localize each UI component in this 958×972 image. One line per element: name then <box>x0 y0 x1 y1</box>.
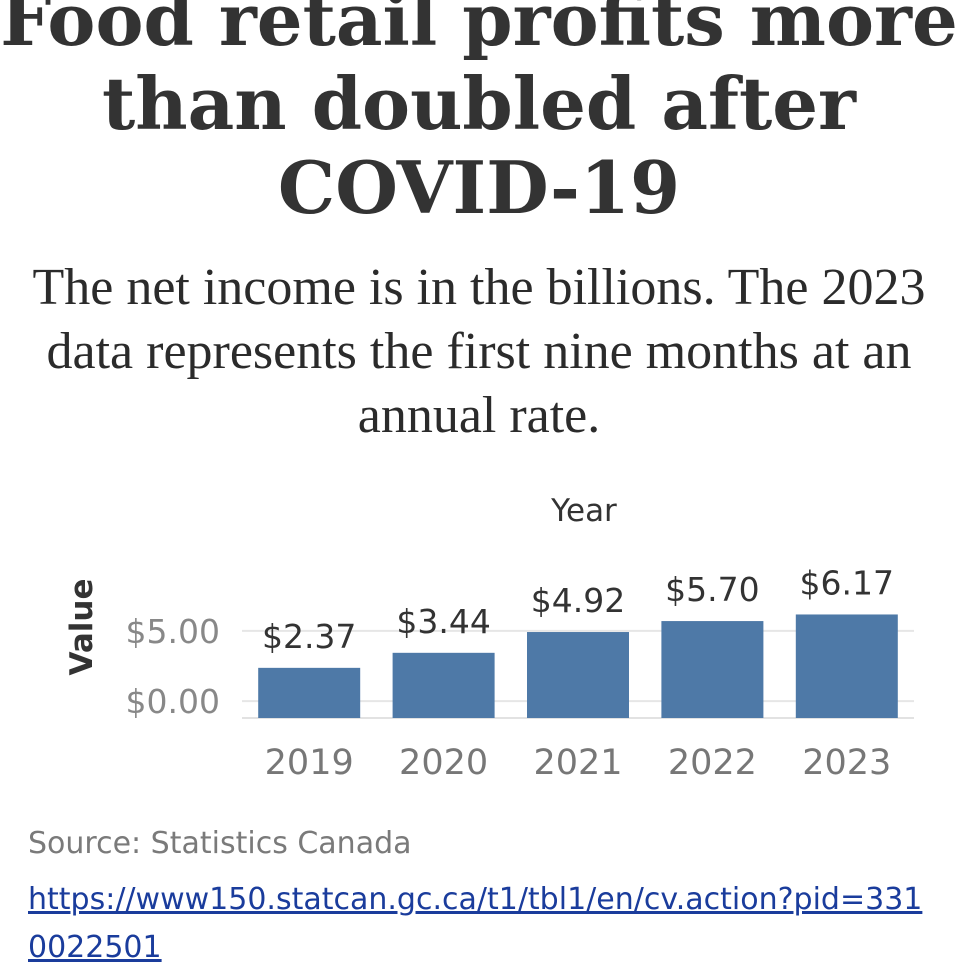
chart-subtitle: The net income is in the billions. The 2… <box>32 259 926 444</box>
x-axis-title: Year <box>550 493 617 529</box>
source-link[interactable]: https://www150.statcan.gc.ca/t1/tbl1/en/… <box>28 882 923 965</box>
x-tick-label-2019: 2019 <box>265 743 354 783</box>
bar-2023 <box>795 614 898 718</box>
data-label-2020: $3.44 <box>396 602 490 641</box>
y-axis-title: Value <box>64 579 100 676</box>
x-tick-label-2020: 2020 <box>399 743 488 783</box>
bar-chart: Year Value $0.00 $5.00 $2.37 2019 $3.44 2020 $4.… <box>64 493 914 783</box>
x-tick-label-2022: 2022 <box>668 743 757 783</box>
bar-2020 <box>392 652 495 718</box>
bar-2022 <box>661 621 764 718</box>
data-label-2023: $6.17 <box>800 563 894 602</box>
y-tick-label: $0.00 <box>126 682 220 721</box>
chart-title: Food retail profits more than doubled af… <box>0 0 958 230</box>
y-tick-label: $5.00 <box>126 612 220 651</box>
bar-2021 <box>527 632 629 718</box>
source-label: Source: Statistics Canada <box>28 826 412 861</box>
data-label-2022: $5.70 <box>665 570 759 609</box>
data-label-2019: $2.37 <box>262 617 356 656</box>
x-tick-label-2023: 2023 <box>802 743 891 783</box>
x-tick-label-2021: 2021 <box>533 743 622 783</box>
data-label-2021: $4.92 <box>531 581 625 620</box>
bar-2019 <box>258 667 361 718</box>
